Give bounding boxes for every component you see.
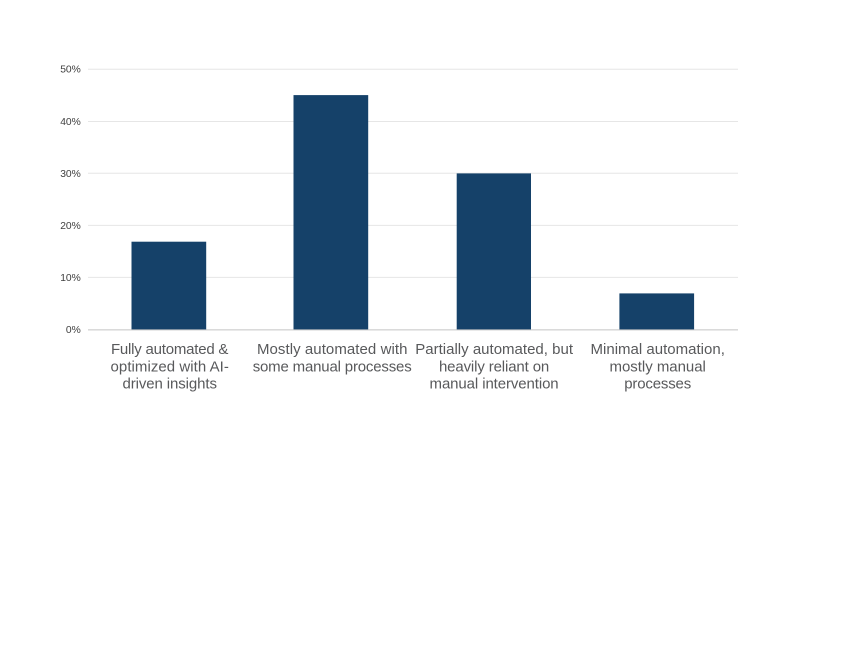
svg-text:10%: 10% xyxy=(60,273,81,284)
svg-text:0%: 0% xyxy=(66,325,81,336)
svg-text:40%: 40% xyxy=(60,117,81,128)
svg-text:optimized with AI-: optimized with AI- xyxy=(111,358,229,375)
svg-text:processes: processes xyxy=(624,376,691,393)
svg-text:30%: 30% xyxy=(60,169,81,180)
svg-text:50%: 50% xyxy=(60,65,81,76)
svg-text:Minimal automation,: Minimal automation, xyxy=(591,341,725,358)
svg-text:Partially automated, but: Partially automated, but xyxy=(415,341,574,358)
svg-text:heavily reliant on: heavily reliant on xyxy=(439,358,549,375)
svg-text:some manual processes: some manual processes xyxy=(253,358,412,375)
svg-text:20%: 20% xyxy=(60,221,81,232)
svg-text:manual intervention: manual intervention xyxy=(430,376,559,393)
svg-text:mostly manual: mostly manual xyxy=(610,358,706,375)
svg-text:Fully automated &: Fully automated & xyxy=(111,341,229,358)
svg-text:driven insights: driven insights xyxy=(122,376,217,393)
svg-text:Mostly automated with: Mostly automated with xyxy=(257,341,408,358)
